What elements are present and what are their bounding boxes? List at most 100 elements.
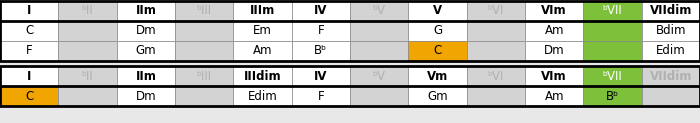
Bar <box>525 86 583 106</box>
Bar <box>233 21 292 41</box>
Text: Dm: Dm <box>136 24 156 38</box>
Bar <box>408 86 467 106</box>
Bar <box>350 21 408 41</box>
Bar <box>233 86 292 106</box>
Text: ᵇV: ᵇV <box>372 69 386 83</box>
Text: Edim: Edim <box>248 90 277 102</box>
Text: Edim: Edim <box>656 45 686 57</box>
Text: ᵇVII: ᵇVII <box>603 69 622 83</box>
Text: C: C <box>25 24 34 38</box>
Bar <box>583 21 642 41</box>
Bar <box>117 1 175 21</box>
Bar <box>350 86 408 106</box>
Bar <box>117 21 175 41</box>
Bar <box>467 66 525 86</box>
Text: Gm: Gm <box>136 45 156 57</box>
Bar <box>117 41 175 61</box>
Text: Dm: Dm <box>544 45 564 57</box>
Bar <box>350 41 408 61</box>
Text: Vm: Vm <box>427 69 448 83</box>
Bar <box>467 21 525 41</box>
Bar <box>408 1 467 21</box>
Text: ᵇVI: ᵇVI <box>488 5 504 17</box>
Bar <box>642 21 700 41</box>
Text: Gm: Gm <box>427 90 448 102</box>
Bar <box>58 66 117 86</box>
Bar <box>175 41 233 61</box>
Text: ᵇII: ᵇII <box>82 69 93 83</box>
Text: VIm: VIm <box>541 69 567 83</box>
Bar <box>292 86 350 106</box>
Bar <box>117 66 175 86</box>
Bar <box>467 41 525 61</box>
Text: V: V <box>433 5 442 17</box>
Bar <box>292 1 350 21</box>
Bar <box>175 66 233 86</box>
Bar <box>175 21 233 41</box>
Bar <box>292 41 350 61</box>
Text: Bᵇ: Bᵇ <box>606 90 619 102</box>
Bar <box>642 41 700 61</box>
Text: F: F <box>318 24 324 38</box>
Text: VIm: VIm <box>541 5 567 17</box>
Bar <box>0 1 58 21</box>
Text: ᵇIII: ᵇIII <box>197 5 211 17</box>
Text: VIIdim: VIIdim <box>650 5 692 17</box>
Text: C: C <box>25 90 34 102</box>
Bar <box>467 86 525 106</box>
Bar <box>117 86 175 106</box>
Bar <box>233 1 292 21</box>
Text: F: F <box>318 90 324 102</box>
Text: I: I <box>27 69 32 83</box>
Text: Em: Em <box>253 24 272 38</box>
Text: VIIdim: VIIdim <box>650 69 692 83</box>
Bar <box>175 86 233 106</box>
Text: Dm: Dm <box>136 90 156 102</box>
Bar <box>525 66 583 86</box>
Text: IIm: IIm <box>135 69 156 83</box>
Bar <box>583 1 642 21</box>
Bar <box>525 1 583 21</box>
Text: I: I <box>27 5 32 17</box>
Bar <box>58 1 117 21</box>
Text: ᵇVI: ᵇVI <box>488 69 504 83</box>
Text: IIIdim: IIIdim <box>244 69 281 83</box>
Bar <box>467 1 525 21</box>
Bar <box>58 21 117 41</box>
Bar <box>525 41 583 61</box>
Bar <box>0 66 58 86</box>
Text: Am: Am <box>545 24 564 38</box>
Text: ᵇIII: ᵇIII <box>197 69 211 83</box>
Bar <box>58 86 117 106</box>
Text: IIm: IIm <box>135 5 156 17</box>
Text: Bdim: Bdim <box>656 24 686 38</box>
Text: IV: IV <box>314 69 328 83</box>
Bar <box>0 86 58 106</box>
Bar <box>583 66 642 86</box>
Text: IIIm: IIIm <box>250 5 275 17</box>
Bar <box>233 66 292 86</box>
Bar <box>525 21 583 41</box>
Text: F: F <box>26 45 32 57</box>
Text: Bᵇ: Bᵇ <box>314 45 328 57</box>
Bar <box>642 1 700 21</box>
Bar <box>292 21 350 41</box>
Text: ᵇII: ᵇII <box>82 5 93 17</box>
Text: Am: Am <box>545 90 564 102</box>
Bar <box>58 41 117 61</box>
Text: ᵇVII: ᵇVII <box>603 5 622 17</box>
Bar <box>583 86 642 106</box>
Text: G: G <box>433 24 442 38</box>
Bar <box>0 21 58 41</box>
Text: Am: Am <box>253 45 272 57</box>
Bar <box>350 66 408 86</box>
Bar <box>408 21 467 41</box>
Bar <box>175 1 233 21</box>
Bar <box>292 66 350 86</box>
Bar <box>642 86 700 106</box>
Bar <box>408 66 467 86</box>
Bar <box>350 1 408 21</box>
Bar <box>0 1 700 61</box>
Bar <box>642 66 700 86</box>
Text: ᵇV: ᵇV <box>372 5 386 17</box>
